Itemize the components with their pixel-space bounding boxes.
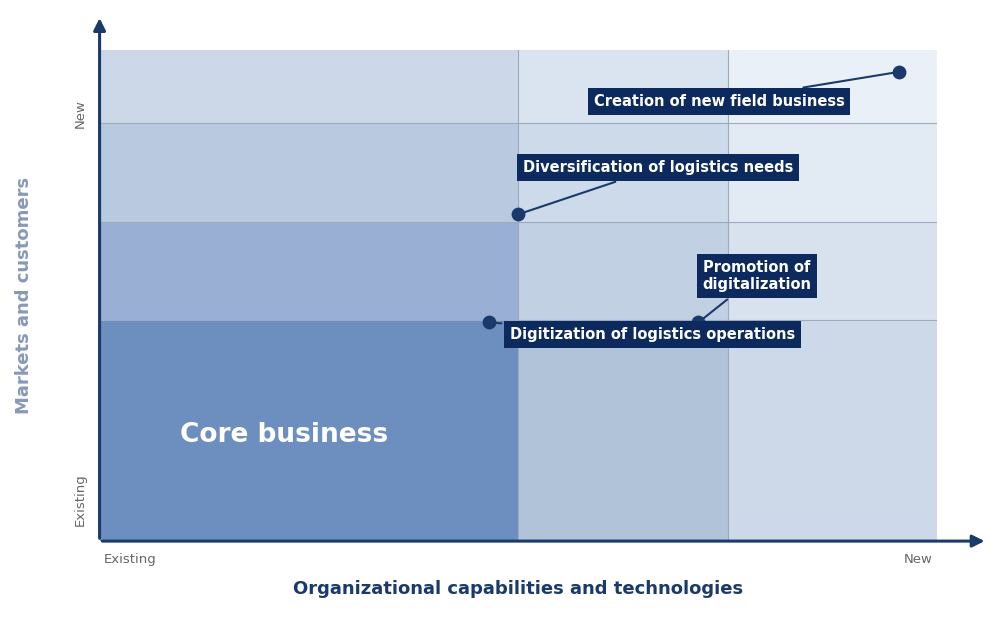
Bar — [518, 49, 728, 124]
Text: Diversification of logistics needs: Diversification of logistics needs — [521, 160, 793, 213]
Point — [891, 67, 907, 77]
Text: Organizational capabilities and technologies: Organizational capabilities and technolo… — [293, 580, 743, 598]
Text: Existing: Existing — [104, 553, 157, 566]
Text: Promotion of
digitalization: Promotion of digitalization — [701, 260, 812, 321]
Point — [690, 318, 706, 328]
Bar — [100, 320, 518, 541]
Text: Existing: Existing — [74, 473, 87, 527]
Text: New: New — [74, 99, 87, 128]
Bar — [518, 222, 728, 320]
Bar — [100, 49, 518, 124]
Text: Digitization of logistics operations: Digitization of logistics operations — [492, 323, 795, 342]
Text: New: New — [904, 553, 933, 566]
Text: Creation of new field business: Creation of new field business — [594, 72, 897, 109]
Bar — [728, 49, 937, 124]
Bar — [518, 124, 728, 222]
Bar — [728, 124, 937, 222]
Bar — [728, 320, 937, 541]
Bar — [728, 222, 937, 320]
Point — [510, 210, 526, 219]
Bar — [100, 124, 518, 222]
Text: Core business: Core business — [180, 423, 388, 449]
Point — [481, 318, 497, 328]
Bar — [100, 222, 518, 320]
Bar — [518, 320, 728, 541]
Text: Markets and customers: Markets and customers — [15, 177, 33, 414]
